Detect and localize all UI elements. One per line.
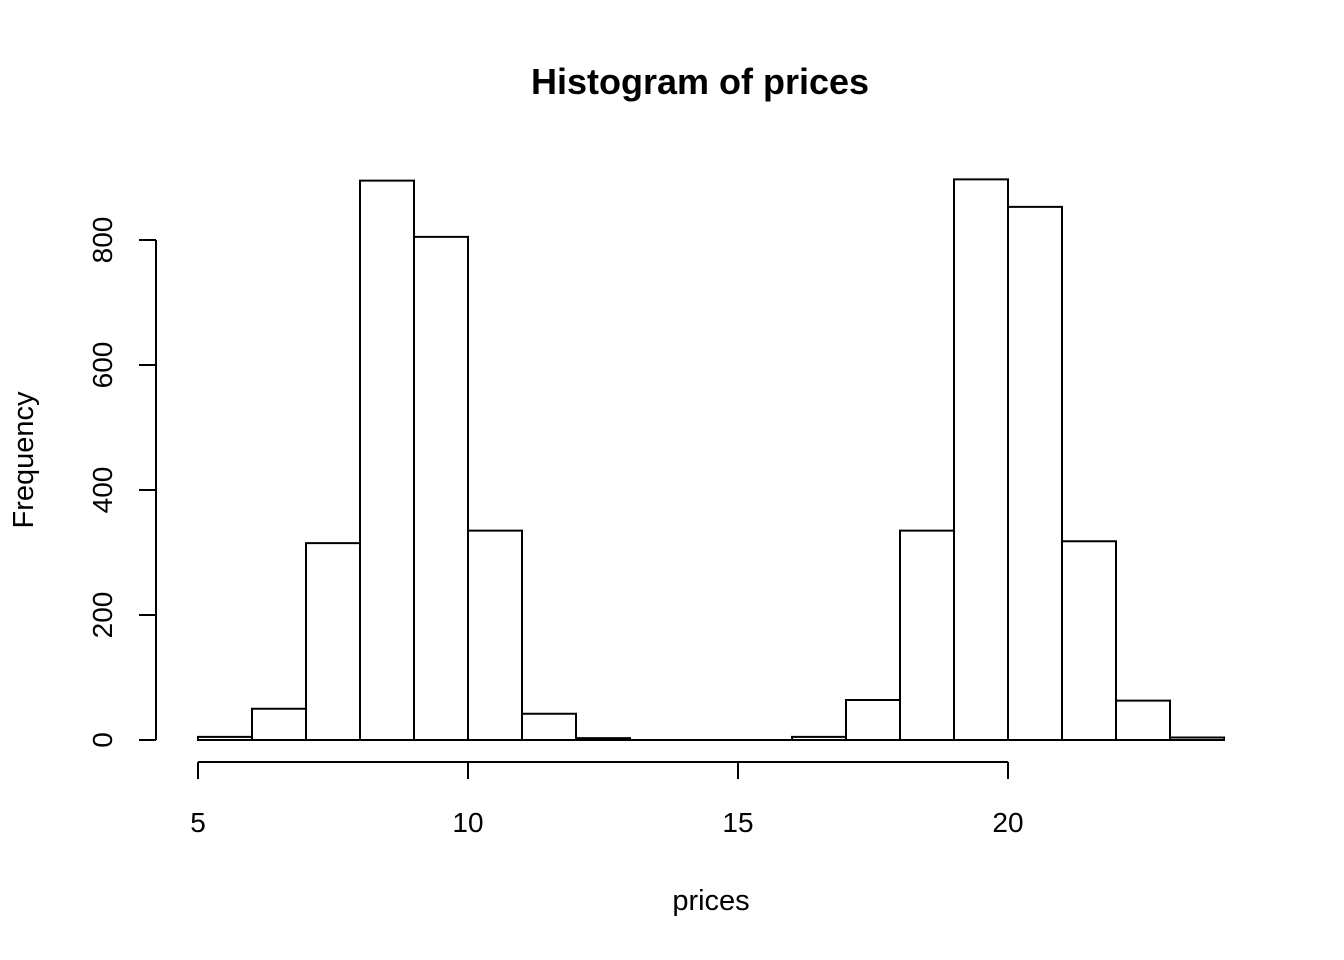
histogram-bar xyxy=(197,735,253,741)
histogram-bar xyxy=(845,699,901,741)
y-tick-label: 200 xyxy=(87,592,118,639)
y-tick-label: 400 xyxy=(87,467,118,514)
x-tick-label: 10 xyxy=(452,807,483,838)
histogram-bar xyxy=(953,178,1009,741)
histogram-bar xyxy=(413,235,469,741)
x-tick-label: 15 xyxy=(722,807,753,838)
histogram-bar xyxy=(467,529,523,741)
histogram-bar xyxy=(359,179,415,741)
x-tick-label: 20 xyxy=(992,807,1023,838)
histogram-bar xyxy=(305,542,361,741)
histogram-bar xyxy=(1007,205,1063,741)
histogram-bar xyxy=(1061,540,1117,741)
histogram-bar xyxy=(1115,699,1171,741)
y-axis-label: Frequency xyxy=(8,391,40,529)
y-tick-label: 800 xyxy=(87,217,118,264)
histogram-bar xyxy=(791,735,847,741)
histogram-bar xyxy=(251,707,307,741)
histogram-bar xyxy=(899,529,955,741)
x-tick-label: 5 xyxy=(190,807,206,838)
histogram-bar xyxy=(1169,736,1225,741)
histogram-bar xyxy=(575,737,631,741)
x-axis-label: prices xyxy=(672,885,749,917)
axes-group: 0 200 400 600 800 5 10 15 20 xyxy=(87,217,1024,838)
y-tick-label: 600 xyxy=(87,342,118,389)
histogram-bar xyxy=(521,712,577,741)
bars-group xyxy=(197,178,1225,741)
y-tick-label: 0 xyxy=(87,732,118,748)
chart-title: Histogram of prices xyxy=(531,61,869,102)
